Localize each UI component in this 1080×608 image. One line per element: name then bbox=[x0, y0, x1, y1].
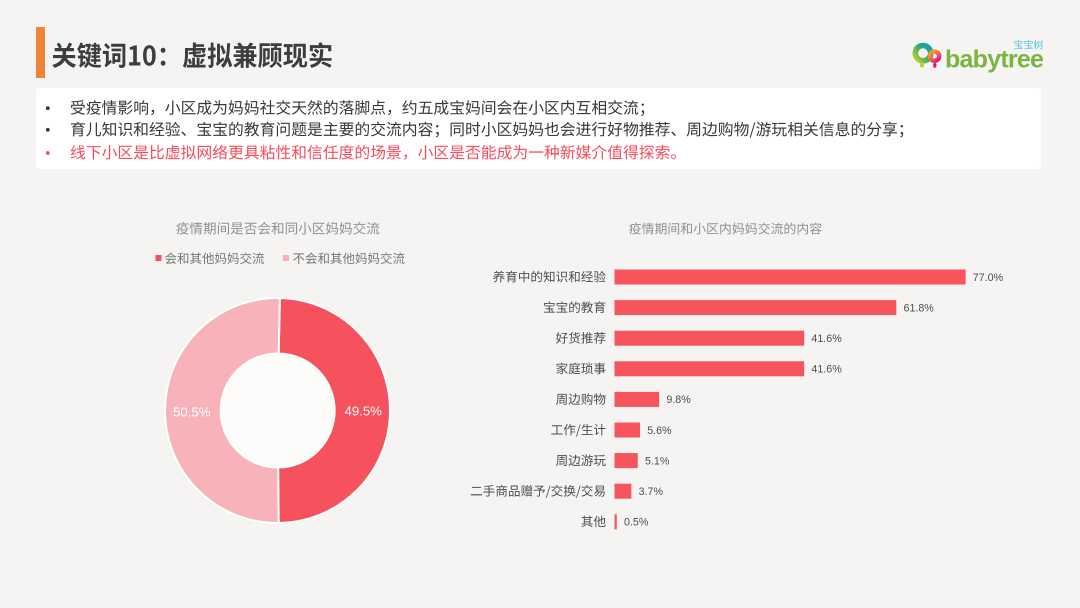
svg-text:5.1%: 5.1% bbox=[645, 455, 670, 467]
svg-text:61.8%: 61.8% bbox=[904, 302, 935, 314]
svg-text:41.6%: 41.6% bbox=[811, 364, 842, 376]
svg-text:41.6%: 41.6% bbox=[811, 333, 842, 345]
svg-text:babytree: babytree bbox=[945, 46, 1044, 74]
svg-text:5.6%: 5.6% bbox=[647, 425, 672, 437]
svg-text:49.5%: 49.5% bbox=[344, 403, 382, 418]
svg-text:77.0%: 77.0% bbox=[973, 272, 1004, 284]
svg-text:9.8%: 9.8% bbox=[666, 394, 691, 406]
svg-text:3.7%: 3.7% bbox=[639, 486, 664, 498]
svg-text:50.5%: 50.5% bbox=[173, 404, 211, 419]
svg-text:0.5%: 0.5% bbox=[624, 517, 649, 529]
